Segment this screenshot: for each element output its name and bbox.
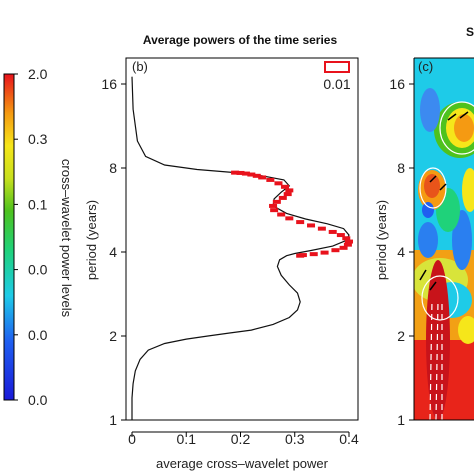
x-tick-label: 0.4 [339, 431, 359, 447]
significant-point [280, 184, 289, 189]
significant-point [258, 175, 267, 180]
significant-point [331, 248, 340, 253]
significant-point [320, 250, 329, 255]
x-tick-label: 0 [128, 431, 136, 447]
y-tick-label: 1 [109, 412, 117, 428]
colorbar-tick-label: 0.3 [28, 131, 48, 147]
average-power-panel: Average powers of the time series (b) 0.… [84, 33, 359, 471]
significant-point [328, 229, 337, 234]
wavelet-y-tick-label: 16 [389, 76, 405, 92]
y-tick-label: 8 [109, 160, 117, 176]
significant-point [270, 208, 279, 213]
y-tick-label: 4 [109, 244, 117, 260]
significant-point [247, 172, 256, 177]
significant-point [266, 177, 275, 182]
colorbar-panel: 2.0 0.3 0.1 0.0 0.0 0.0 cross–wavelet power l… [3, 66, 74, 408]
x-axis-label: average cross–wavelet power [156, 456, 329, 471]
significant-point [307, 223, 316, 228]
significant-point [272, 199, 281, 204]
colorbar-tick-label: 2.0 [28, 66, 48, 82]
y-axis: 1 2 4 8 16 [101, 76, 127, 428]
significant-point [231, 170, 240, 175]
wavelet-y-axis-label: period (years) [374, 200, 389, 280]
significant-point [309, 252, 318, 257]
panel-letter-b: (b) [132, 59, 148, 74]
colorbar-tick-label: 0.0 [28, 262, 48, 278]
wavelet-title-fragment: S [466, 25, 474, 39]
x-axis: 0 0.1 0.2 0.3 0.4 [128, 431, 359, 447]
colorbar-tick-label: 0.1 [28, 196, 48, 212]
significant-point [277, 212, 286, 217]
significant-point [342, 236, 351, 241]
significant-points [231, 170, 353, 258]
significant-point [296, 253, 305, 258]
colorbar-tick-label: 0.0 [28, 392, 48, 408]
plot-frame [125, 57, 359, 421]
colorbar [3, 73, 15, 401]
y-tick-label: 2 [109, 328, 117, 344]
y-axis-label: period (years) [84, 200, 99, 280]
significant-point [285, 216, 294, 221]
significant-point [269, 203, 278, 208]
significant-point [252, 173, 261, 178]
wavelet-y-tick-label: 4 [397, 244, 405, 260]
significant-point [285, 188, 294, 193]
legend-significance-swatch [324, 61, 350, 73]
significant-point [296, 220, 305, 225]
significant-point [317, 226, 326, 231]
legend: 0.01 [323, 61, 351, 92]
y-tick-label: 16 [101, 76, 117, 92]
x-tick-label: 0.2 [231, 431, 251, 447]
wavelet-y-tick-label: 8 [397, 160, 405, 176]
legend-label: 0.01 [323, 76, 350, 92]
average-power-curve [131, 76, 350, 420]
wavelet-y-tick-label: 1 [397, 412, 405, 428]
x-tick-label: 0.1 [177, 431, 197, 447]
wavelet-heatmap [414, 58, 474, 420]
wavelet-y-axis: 1 2 4 8 16 [389, 76, 414, 428]
significant-point [236, 170, 245, 175]
significant-point [274, 181, 283, 186]
chart-title: Average powers of the time series [143, 33, 338, 47]
wavelet-y-tick-label: 2 [397, 328, 405, 344]
panel-letter-c: (c) [418, 59, 433, 74]
significant-point [339, 245, 348, 250]
colorbar-tick-label: 0.0 [28, 327, 48, 343]
significant-point [241, 171, 250, 176]
wavelet-panel: S ( [374, 25, 474, 428]
significant-point [336, 233, 345, 238]
colorbar-label: cross–wavelet power levels [59, 159, 74, 318]
significant-point [283, 192, 292, 197]
x-tick-label: 0.3 [285, 431, 305, 447]
significant-point [345, 239, 353, 244]
significant-point [343, 242, 352, 247]
significant-point [278, 195, 287, 200]
colorbar-ticks: 2.0 0.3 0.1 0.0 0.0 0.0 [14, 66, 48, 408]
